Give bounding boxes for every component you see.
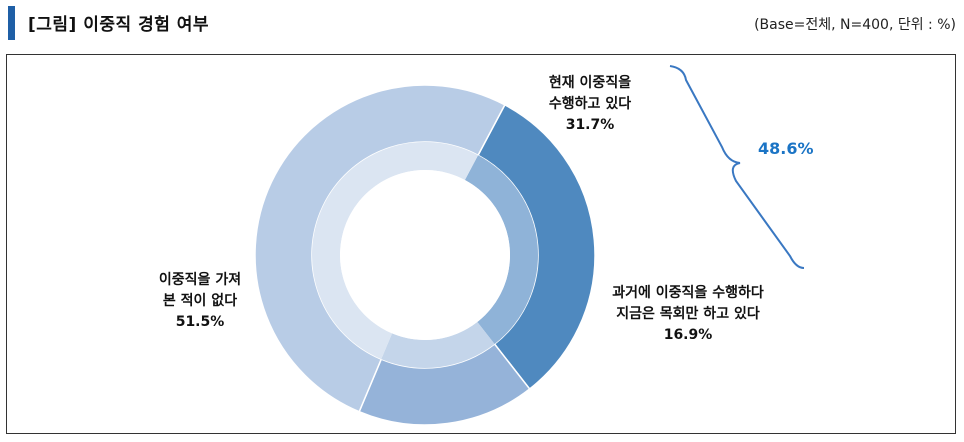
donut-hole bbox=[340, 170, 510, 340]
slice-label-line: 수행하고 있다 bbox=[548, 96, 632, 112]
combined-value-annotation: 48.6% bbox=[758, 139, 814, 158]
slice-value-label: 16.9% bbox=[663, 327, 713, 343]
slice-label-line: 현재 이중직을 bbox=[548, 75, 632, 91]
slice-label-line: 이중직을 가져 bbox=[158, 272, 242, 288]
annotation-brace bbox=[669, 65, 805, 269]
slice-value-label: 31.7% bbox=[565, 117, 615, 133]
donut-inner-band-never bbox=[312, 142, 479, 360]
slice-label-line: 지금은 목회만 하고 있다 bbox=[616, 306, 760, 322]
figure-title: [그림] 이중직 경험 여부 bbox=[28, 15, 210, 35]
chart-frame bbox=[6, 54, 956, 434]
slice-label-line: 본 적이 없다 bbox=[162, 293, 238, 309]
donut-inner-band-past bbox=[381, 321, 495, 368]
slice-value-label: 51.5% bbox=[175, 314, 225, 330]
slice-label-past: 과거에 이중직을 수행하다 지금은 목회만 하고 있다 16.9% bbox=[583, 283, 793, 346]
slice-label-current: 현재 이중직을 수행하고 있다 31.7% bbox=[510, 73, 670, 136]
slice-label-line: 과거에 이중직을 수행하다 bbox=[612, 285, 764, 301]
title-accent-bar bbox=[8, 6, 15, 40]
slice-label-never: 이중직을 가져 본 적이 없다 51.5% bbox=[135, 270, 265, 333]
base-note: (Base=전체, N=400, 단위 : %) bbox=[754, 17, 956, 33]
donut-inner-band-current bbox=[464, 155, 538, 345]
